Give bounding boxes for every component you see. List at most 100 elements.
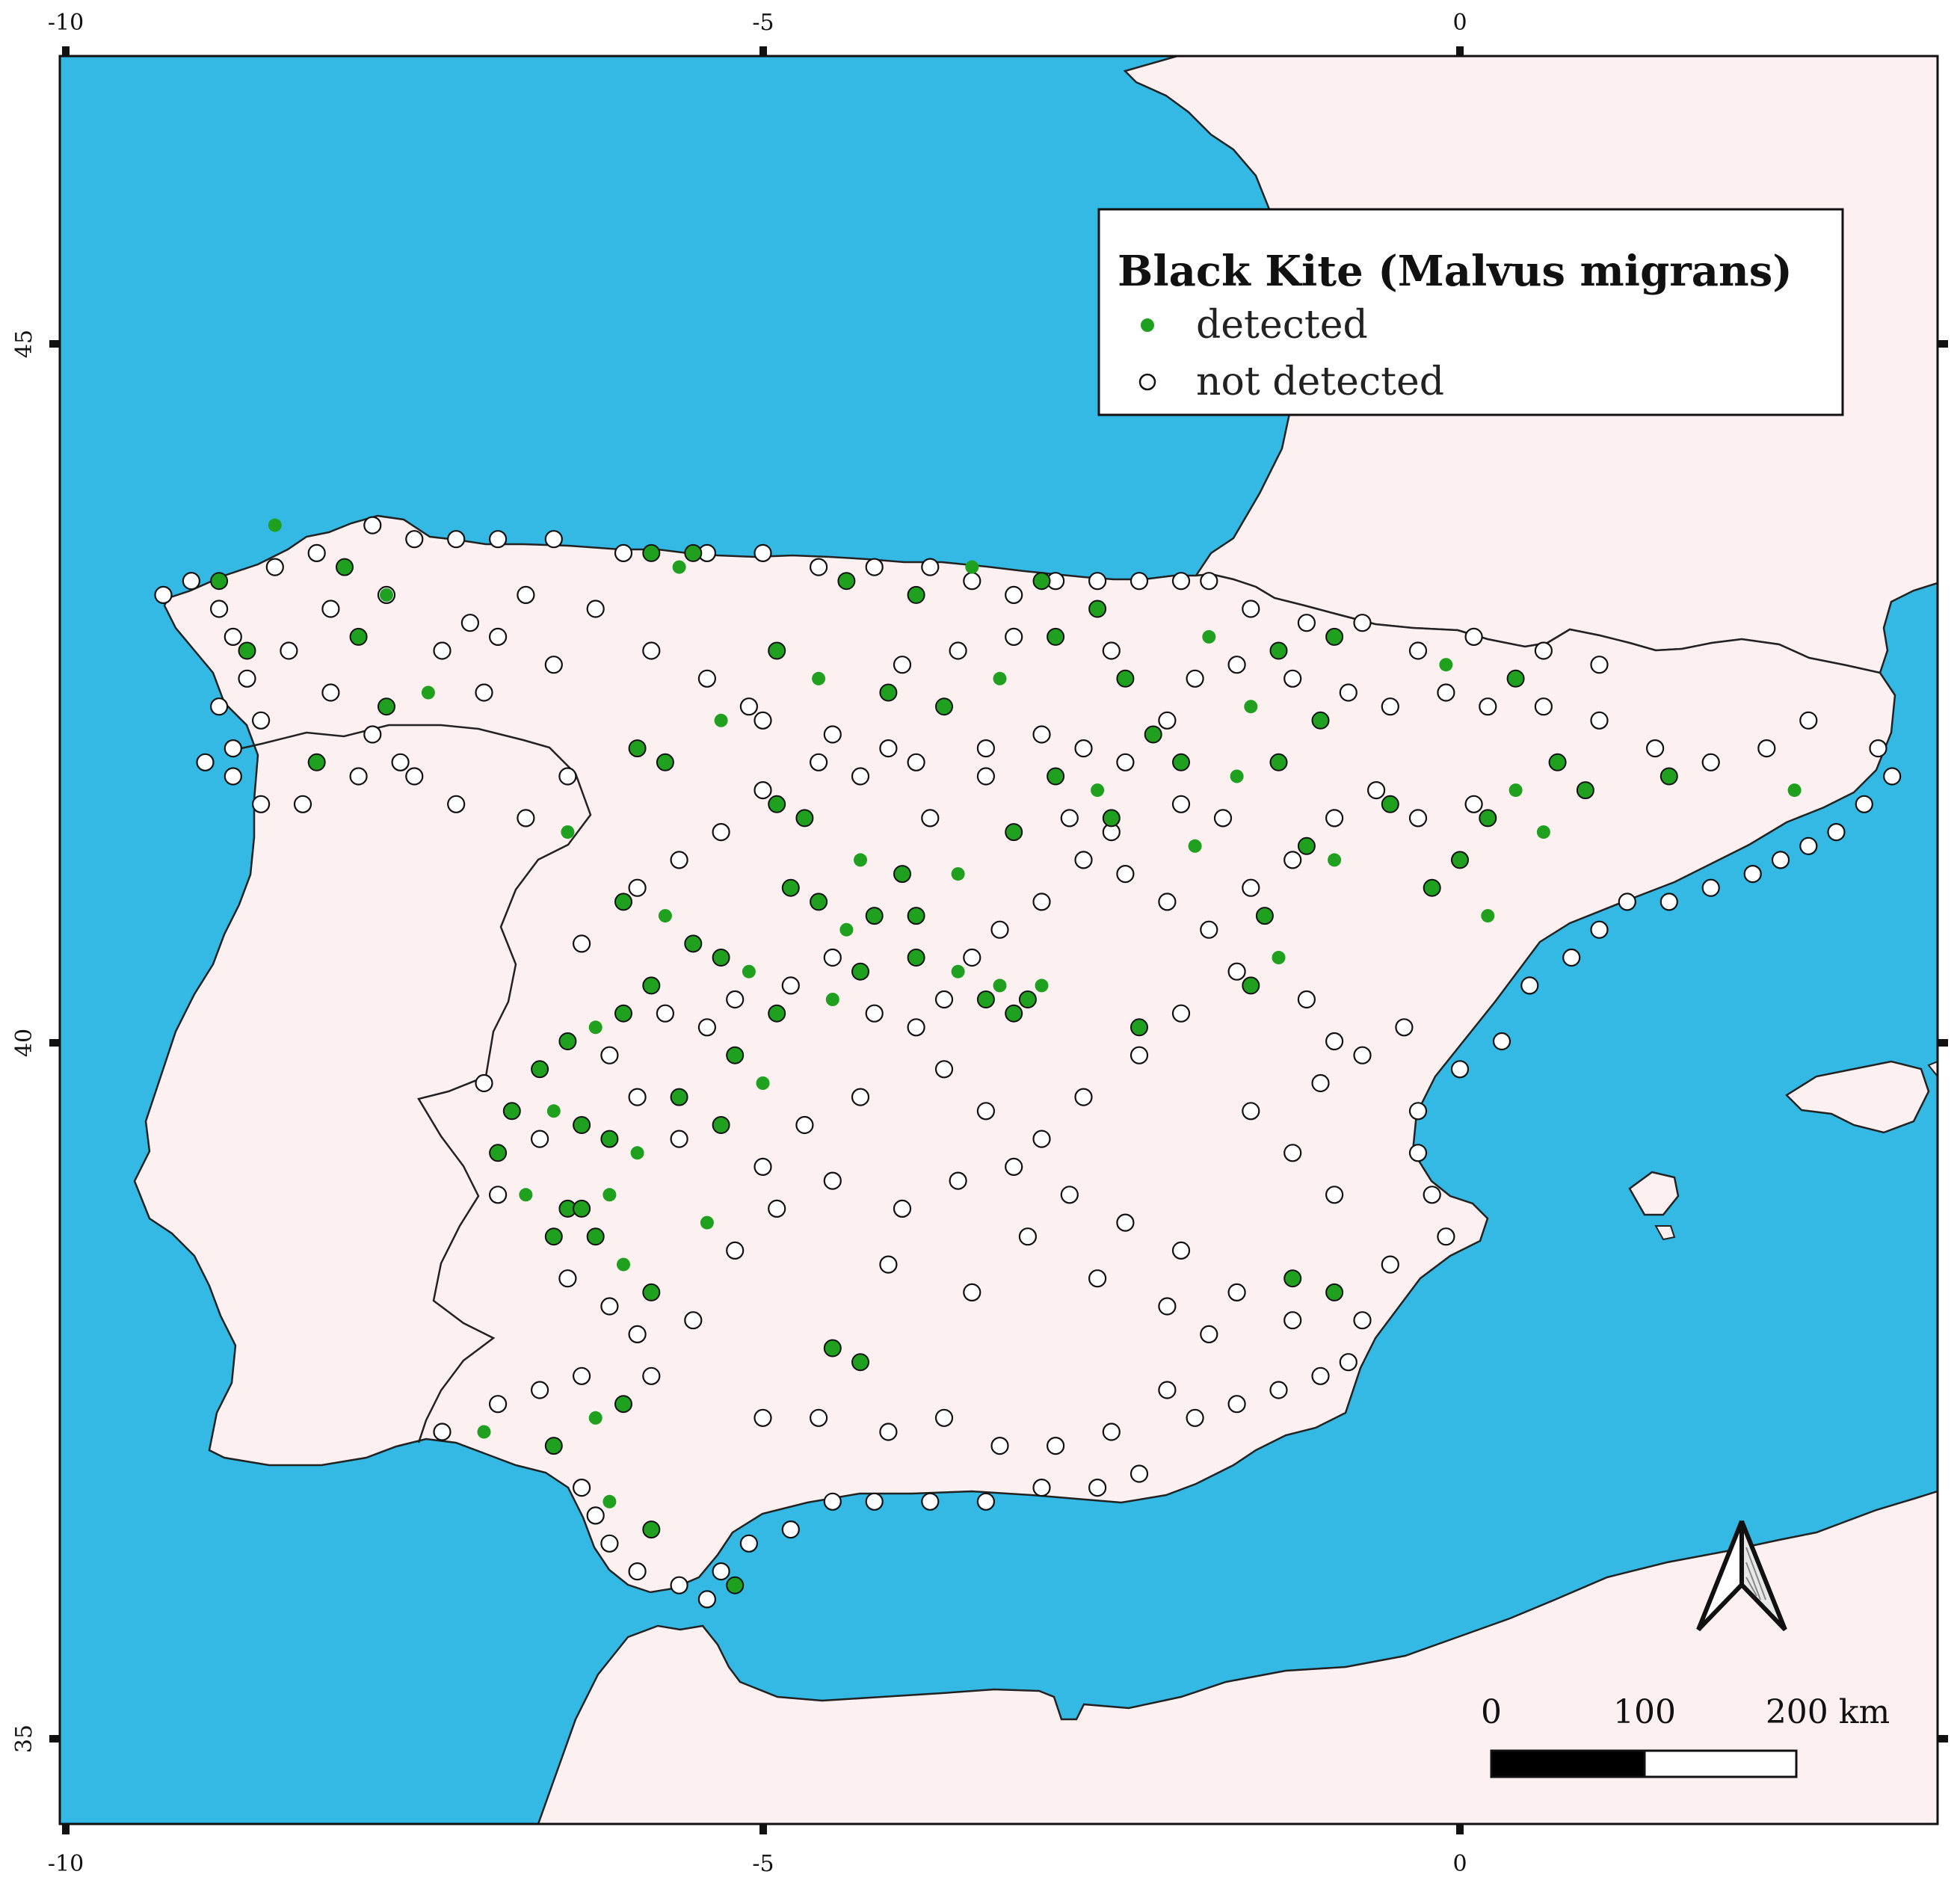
- detected-point: [1088, 600, 1107, 618]
- not-detected-point: [488, 627, 508, 647]
- detected-legend-marker: [1141, 318, 1154, 332]
- not-detected-point: [1311, 1366, 1330, 1385]
- detected-point: [377, 697, 395, 716]
- detected-point: [825, 993, 839, 1006]
- scale-bar: 0 100 200 km: [1481, 1693, 1890, 1778]
- not-detected-point: [1158, 1297, 1177, 1316]
- legend-not-detected-label: not detected: [1196, 360, 1444, 404]
- detected-point: [742, 964, 756, 979]
- detected-point: [1311, 711, 1330, 730]
- detected-point: [700, 1215, 714, 1230]
- not-detected-point: [1171, 795, 1191, 813]
- not-detected-point: [1408, 809, 1428, 828]
- not-detected-point: [1158, 893, 1177, 911]
- not-detected-point: [475, 1073, 493, 1093]
- detected-point: [935, 697, 953, 716]
- not-detected-point: [907, 1018, 925, 1037]
- not-detected-point: [1242, 600, 1260, 618]
- x-tick-label: -10: [48, 10, 84, 36]
- detected-point: [588, 1411, 603, 1425]
- detected-point: [768, 1004, 786, 1023]
- detected-point: [837, 572, 856, 591]
- detected-point: [1659, 767, 1678, 786]
- not-detected-point: [1325, 809, 1344, 828]
- detected-point: [336, 558, 354, 576]
- not-detected-point: [879, 1423, 898, 1441]
- detected-point: [573, 1116, 591, 1134]
- detected-point: [1506, 669, 1525, 688]
- detected-point: [238, 641, 256, 660]
- not-detected-point: [363, 516, 382, 534]
- detected-point: [617, 1257, 630, 1272]
- not-detected-point: [670, 851, 688, 869]
- not-detected-point: [460, 614, 480, 632]
- not-detected-point: [921, 558, 940, 576]
- detected-point: [684, 934, 703, 953]
- not-detected-point: [1464, 627, 1483, 647]
- detected-point: [1297, 836, 1316, 855]
- detected-point: [603, 1188, 617, 1202]
- not-detected-point: [1353, 1046, 1372, 1064]
- detected-point: [839, 922, 854, 937]
- not-detected-point: [252, 795, 271, 813]
- detected-point: [712, 949, 730, 967]
- not-detected-point: [712, 822, 730, 842]
- not-detected-point: [976, 1102, 996, 1121]
- not-detected-point: [1227, 962, 1246, 981]
- detected-point: [851, 962, 869, 981]
- not-detected-point: [1590, 656, 1609, 674]
- not-detected-point: [1646, 739, 1665, 758]
- not-detected-point: [447, 795, 466, 813]
- not-detected-point: [809, 1408, 828, 1427]
- not-detected-point: [600, 1297, 619, 1316]
- not-detected-point: [726, 990, 745, 1009]
- detected-points: [210, 518, 1802, 1594]
- scale-label-200: 200 km: [1766, 1693, 1890, 1731]
- detected-point: [586, 1227, 605, 1246]
- not-detected-point: [865, 558, 884, 576]
- not-detected-point: [1213, 809, 1233, 828]
- detected-point: [768, 795, 786, 813]
- not-detected-point: [739, 697, 759, 716]
- not-detected-point: [865, 1004, 884, 1023]
- detected-point: [307, 753, 326, 771]
- ibiza-island: [1628, 1171, 1680, 1216]
- not-detected-point: [1242, 1102, 1260, 1121]
- menorca-island: [1927, 1060, 1938, 1078]
- not-detected-point: [921, 1492, 940, 1511]
- not-detected-point: [1102, 641, 1121, 660]
- not-detected-point: [1869, 739, 1887, 758]
- not-detected-point: [1590, 920, 1609, 939]
- not-detected-point: [865, 1492, 884, 1511]
- not-detected-point: [1074, 851, 1093, 869]
- detected-point: [851, 1353, 869, 1372]
- not-detected-point: [530, 1381, 549, 1399]
- detected-point: [588, 1020, 603, 1035]
- not-detected-point: [823, 948, 842, 967]
- detected-point: [726, 1576, 745, 1594]
- north-arrow-icon: [1696, 1520, 1787, 1632]
- detected-point: [712, 1116, 730, 1134]
- not-detected-point: [1088, 1478, 1107, 1497]
- not-detected-point: [628, 1562, 647, 1581]
- not-detected-point: [1590, 711, 1609, 730]
- portugal-spain-border: [227, 724, 592, 1443]
- detected-point: [714, 713, 728, 727]
- not-detected-point: [1130, 1464, 1149, 1483]
- detected-point: [1130, 1018, 1148, 1037]
- not-detected-point: [488, 1186, 508, 1204]
- detected-point: [656, 753, 674, 771]
- not-detected-point: [1353, 614, 1372, 632]
- not-detected-point: [1325, 1186, 1344, 1204]
- not-detected-point: [1116, 753, 1135, 771]
- detected-point: [1230, 769, 1244, 783]
- not-detected-point: [1269, 1381, 1288, 1399]
- not-detected-point: [990, 1436, 1009, 1455]
- y-tick-label: 45: [11, 330, 37, 358]
- not-detected-point: [1437, 1227, 1455, 1246]
- detected-point: [519, 1188, 533, 1202]
- detected-point: [865, 907, 884, 925]
- not-detected-point: [628, 1088, 647, 1106]
- not-detected-point: [558, 767, 577, 786]
- detected-point: [658, 909, 672, 923]
